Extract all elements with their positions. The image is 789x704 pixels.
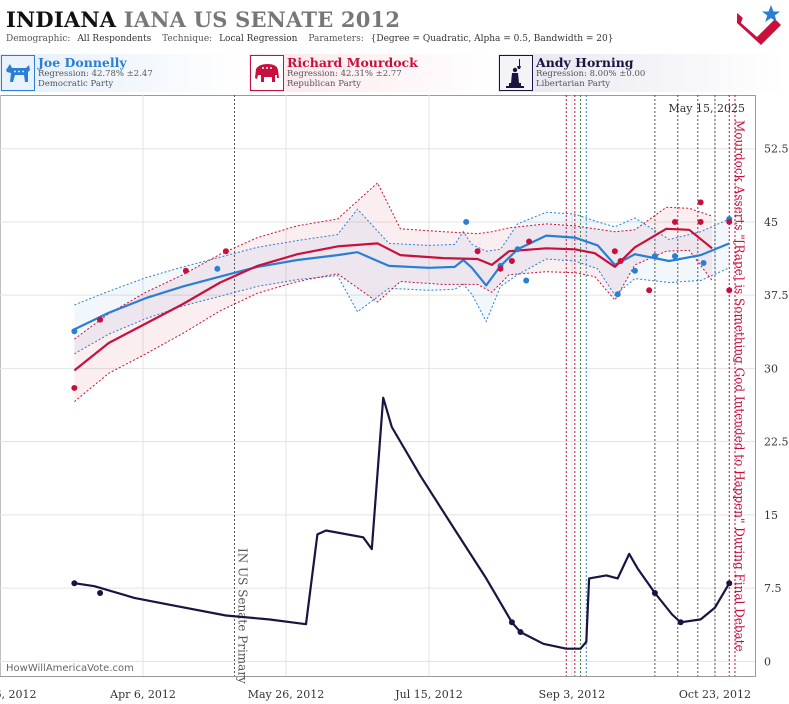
candidate-regression: Regression: 42.31% ±2.77 [287,69,402,79]
elephant-icon [250,55,284,91]
poll-point [671,218,678,225]
regression-line [73,234,730,331]
poll-point [671,253,678,260]
poll-point [677,619,684,626]
candidate-party: Republican Party [287,79,361,89]
parameters-line: Demographic: All Respondents Technique: … [6,34,621,44]
chart-header: INDIANA IANA US SENATE 2012 Demographic:… [0,0,789,48]
confidence-band [74,182,713,402]
param-technique: Technique: Local Regression [162,34,298,44]
poll-regression-chart: Feb 16, 2012 Apr 6, 2012 May 26, 2012 Jul 1… [0,95,789,701]
poll-point [631,267,638,274]
poll-point [517,629,524,636]
poll-point [222,248,229,255]
poll-point [214,265,221,272]
x-tick-label: Oct 23, 2012 [679,688,751,701]
poll-point [614,291,621,298]
candidate-name: Richard Mourdock [287,55,418,70]
y-tick-label: 37.5 [764,289,789,302]
page-title: INDIANA IANA US SENATE 2012 [6,7,400,32]
poll-point [646,287,653,294]
regression-line [74,396,731,650]
x-tick-label: Jul 15, 2012 [394,688,463,701]
poll-point [697,218,704,225]
watermark-text: HowWillAmericaVote.com [6,663,134,674]
liberty-statue-icon [499,55,533,91]
candidate-party: Libertarian Party [536,79,611,89]
poll-point [523,277,530,284]
donkey-icon [1,55,35,91]
site-logo-icon [737,5,781,45]
poll-point [71,580,78,587]
candidate-card-horning: Andy Horning Regression: 8.00% ±0.00 Lib… [498,54,785,92]
x-tick-label: Sep 3, 2012 [539,688,606,701]
x-tick-label: May 26, 2012 [248,688,325,701]
y-tick-label: 30 [764,362,778,375]
param-demographic: Demographic: All Respondents [6,34,152,44]
upper-bound-line [74,208,730,306]
y-tick-label: 7.5 [764,582,782,595]
upper-bound-line [74,182,713,340]
candidate-name: Andy Horning [536,55,634,70]
candidate-card-donnelly: Joe Donnelly Regression: 42.78% ±2.47 De… [0,54,245,92]
poll-point [611,248,618,255]
x-tick-label: Apr 6, 2012 [109,688,176,701]
x-tick-label: Feb 16, 2012 [0,688,37,701]
poll-point [474,248,481,255]
candidate-party: Democratic Party [38,79,114,89]
poll-point [71,384,78,391]
y-tick-label: 52.5 [764,143,789,156]
poll-point [508,619,515,626]
poll-point [463,218,470,225]
poll-point [71,328,78,335]
candidate-regression: Regression: 42.78% ±2.47 [38,69,153,79]
poll-point [508,258,515,264]
y-tick-label: 15 [764,509,778,522]
regression-line [73,227,713,372]
poll-point [182,267,189,274]
y-tick-label: 0 [764,655,771,668]
poll-point [617,258,624,264]
poll-point [651,590,658,596]
event-label: Mourdock Asserts "[Rape] is Something Go… [732,120,746,652]
plot-frame [0,95,756,677]
poll-point [97,590,104,596]
poll-point [97,316,104,323]
poll-point [726,218,733,225]
poll-point [697,199,704,206]
title-race: IANA US SENATE 2012 [123,7,401,32]
poll-point [497,265,504,272]
poll-point [700,259,707,266]
candidate-name: Joe Donnelly [38,55,127,70]
y-tick-label: 22.5 [764,436,789,449]
poll-point [726,287,733,294]
title-state: INDIANA [6,7,117,32]
poll-point [526,238,533,245]
y-tick-label: 45 [764,216,778,229]
date-stamp: May 15, 2025 [668,102,745,115]
poll-point [726,580,733,587]
poll-point [651,253,658,260]
param-parameters: Parameters: {Degree = Quadratic, Alpha =… [308,34,614,44]
candidate-regression: Regression: 8.00% ±0.00 [536,69,646,79]
candidate-card-mourdock: Richard Mourdock Regression: 42.31% ±2.7… [249,54,494,92]
poll-point [514,246,521,253]
